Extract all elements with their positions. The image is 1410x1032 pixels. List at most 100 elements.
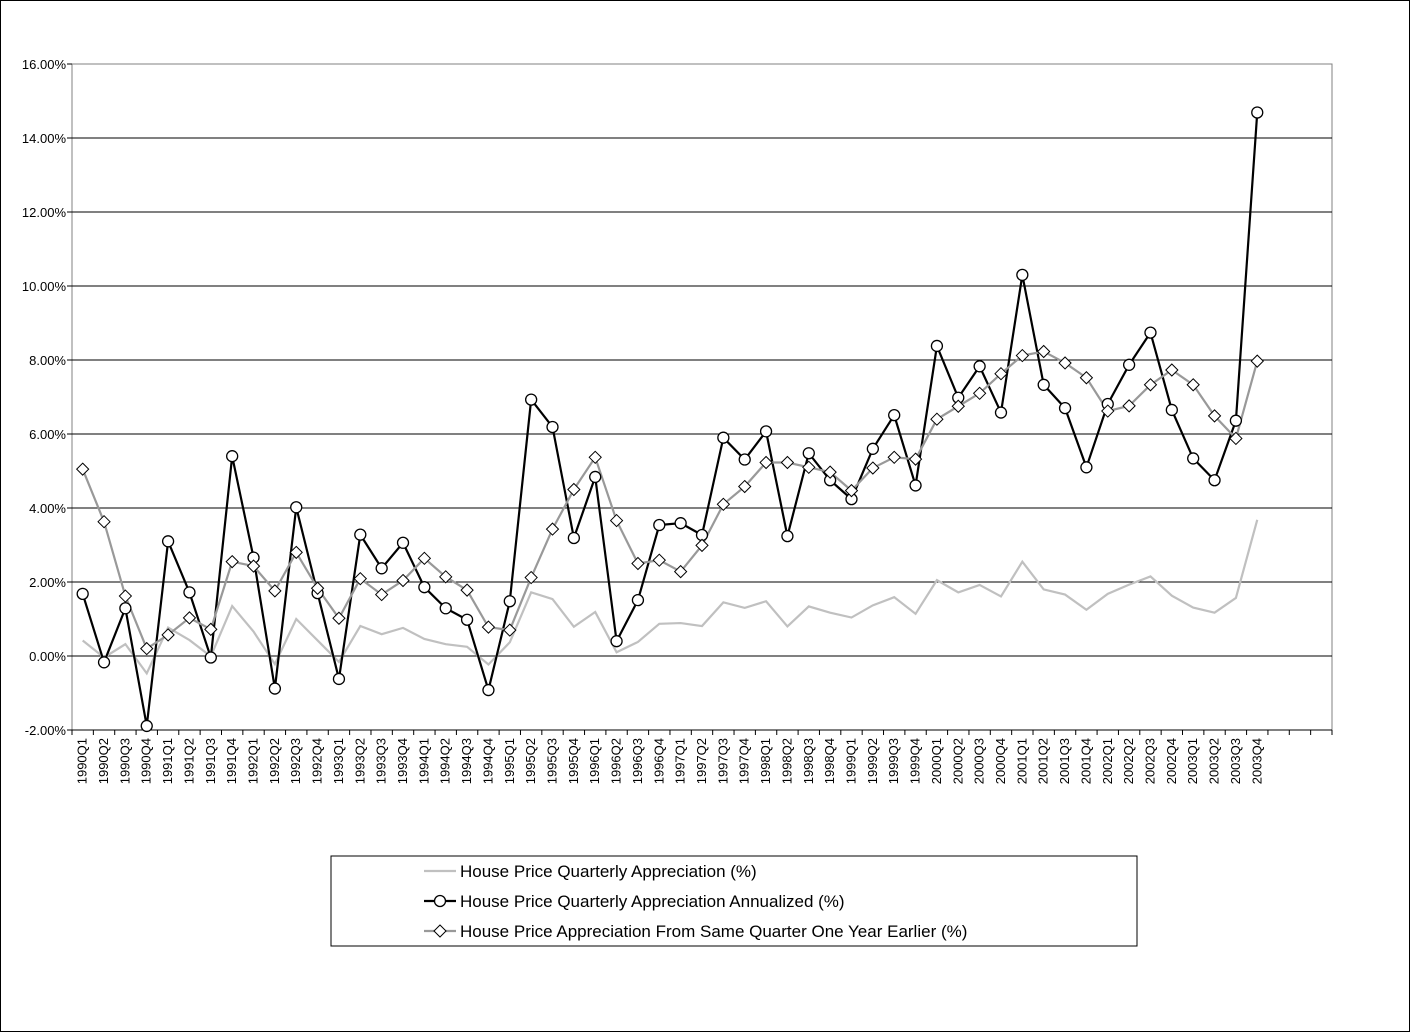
marker bbox=[482, 683, 495, 697]
x-tick-label: 2003Q1 bbox=[1185, 738, 1200, 784]
marker bbox=[1058, 356, 1072, 370]
x-tick-label: 1999Q2 bbox=[865, 738, 880, 784]
x-tick-label: 1998Q3 bbox=[801, 738, 816, 784]
x-tick-label: 1993Q1 bbox=[331, 738, 346, 784]
marker bbox=[118, 589, 133, 603]
marker bbox=[567, 531, 581, 545]
marker bbox=[332, 672, 346, 686]
y-tick-label: 4.00% bbox=[29, 501, 66, 516]
marker bbox=[182, 611, 197, 625]
x-tick-label: 2001Q2 bbox=[1036, 738, 1051, 784]
x-tick-label: 2000Q4 bbox=[993, 738, 1008, 784]
marker bbox=[994, 366, 1008, 381]
x-tick-label: 2000Q2 bbox=[950, 738, 965, 784]
x-tick-label: 1999Q1 bbox=[843, 738, 858, 784]
marker bbox=[183, 586, 196, 599]
x-tick-label: 1993Q2 bbox=[352, 738, 367, 784]
marker bbox=[802, 447, 815, 460]
y-tick-label: 6.00% bbox=[29, 427, 66, 442]
marker bbox=[695, 538, 709, 553]
marker bbox=[631, 556, 645, 571]
y-tick-label: 8.00% bbox=[29, 353, 66, 368]
marker bbox=[290, 501, 303, 514]
marker bbox=[524, 570, 538, 585]
marker bbox=[204, 651, 217, 664]
marker bbox=[119, 602, 132, 615]
marker bbox=[609, 513, 624, 528]
marker bbox=[289, 545, 303, 560]
marker bbox=[1122, 399, 1136, 413]
legend-label: House Price Appreciation From Same Quart… bbox=[460, 922, 967, 941]
marker bbox=[481, 620, 496, 634]
marker bbox=[503, 623, 517, 637]
x-tick-label: 1993Q3 bbox=[374, 738, 389, 784]
x-tick-label: 2002Q3 bbox=[1142, 738, 1157, 784]
marker bbox=[225, 554, 239, 569]
x-tick-label: 1993Q4 bbox=[395, 738, 410, 784]
marker bbox=[1015, 348, 1030, 363]
x-tick-label: 1990Q2 bbox=[96, 738, 111, 784]
y-tick-label: 0.00% bbox=[29, 649, 66, 664]
marker bbox=[439, 570, 453, 584]
marker bbox=[1101, 404, 1115, 418]
x-tick-label: 1996Q3 bbox=[630, 738, 645, 784]
marker bbox=[673, 564, 688, 579]
x-tick-label: 2001Q4 bbox=[1078, 738, 1093, 784]
marker bbox=[76, 587, 89, 600]
marker bbox=[545, 522, 560, 536]
x-tick-label: 1990Q4 bbox=[139, 738, 154, 784]
x-tick-label: 1991Q2 bbox=[181, 738, 196, 784]
legend-box bbox=[330, 855, 1138, 947]
marker bbox=[226, 450, 239, 463]
marker bbox=[1207, 409, 1222, 423]
x-tick-label: 1990Q1 bbox=[75, 738, 90, 784]
marker bbox=[161, 628, 175, 642]
marker bbox=[652, 553, 666, 567]
marker bbox=[1165, 403, 1178, 417]
x-tick-label: 1996Q1 bbox=[587, 738, 602, 784]
marker bbox=[1016, 268, 1029, 282]
x-tick-label: 1998Q2 bbox=[779, 738, 794, 784]
x-tick-label: 1994Q2 bbox=[438, 738, 453, 784]
marker bbox=[396, 536, 410, 549]
x-tick-label: 2001Q1 bbox=[1014, 738, 1029, 784]
x-tick-label: 1998Q4 bbox=[822, 738, 837, 784]
marker bbox=[354, 528, 367, 541]
x-tick-label: 2001Q3 bbox=[1057, 738, 1072, 784]
x-tick-label: 1995Q4 bbox=[566, 738, 581, 784]
legend-label: House Price Quarterly Appreciation (%) bbox=[460, 862, 757, 881]
marker bbox=[204, 622, 218, 637]
x-tick-label: 1992Q1 bbox=[246, 738, 261, 784]
marker bbox=[310, 581, 325, 595]
x-tick-label: 1991Q3 bbox=[203, 738, 218, 784]
marker bbox=[1250, 354, 1264, 368]
marker bbox=[1251, 106, 1264, 119]
marker bbox=[589, 470, 602, 484]
x-tick-label: 2003Q2 bbox=[1207, 738, 1222, 784]
marker bbox=[460, 583, 474, 597]
y-tick-label: 2.00% bbox=[29, 575, 66, 590]
marker bbox=[75, 462, 90, 476]
x-tick-label: 1997Q4 bbox=[737, 738, 752, 784]
legend-label: House Price Quarterly Appreciation Annua… bbox=[460, 892, 845, 911]
x-tick-label: 1992Q3 bbox=[288, 738, 303, 784]
marker bbox=[97, 656, 111, 669]
x-tick-label: 1992Q2 bbox=[267, 738, 282, 784]
marker bbox=[653, 518, 666, 532]
marker bbox=[951, 399, 965, 413]
x-tick-label: 1997Q3 bbox=[715, 738, 730, 784]
marker bbox=[525, 393, 538, 406]
marker bbox=[460, 613, 474, 626]
x-tick-label: 1996Q2 bbox=[609, 738, 624, 784]
x-tick-label: 1995Q3 bbox=[545, 738, 560, 784]
x-tick-label: 1994Q1 bbox=[416, 738, 431, 784]
y-tick-label: 12.00% bbox=[22, 205, 67, 220]
marker bbox=[866, 461, 880, 475]
marker bbox=[332, 611, 346, 625]
marker bbox=[844, 483, 859, 498]
marker bbox=[1143, 378, 1158, 392]
x-tick-label: 2000Q3 bbox=[972, 738, 987, 784]
x-tick-label: 1994Q3 bbox=[459, 738, 474, 784]
